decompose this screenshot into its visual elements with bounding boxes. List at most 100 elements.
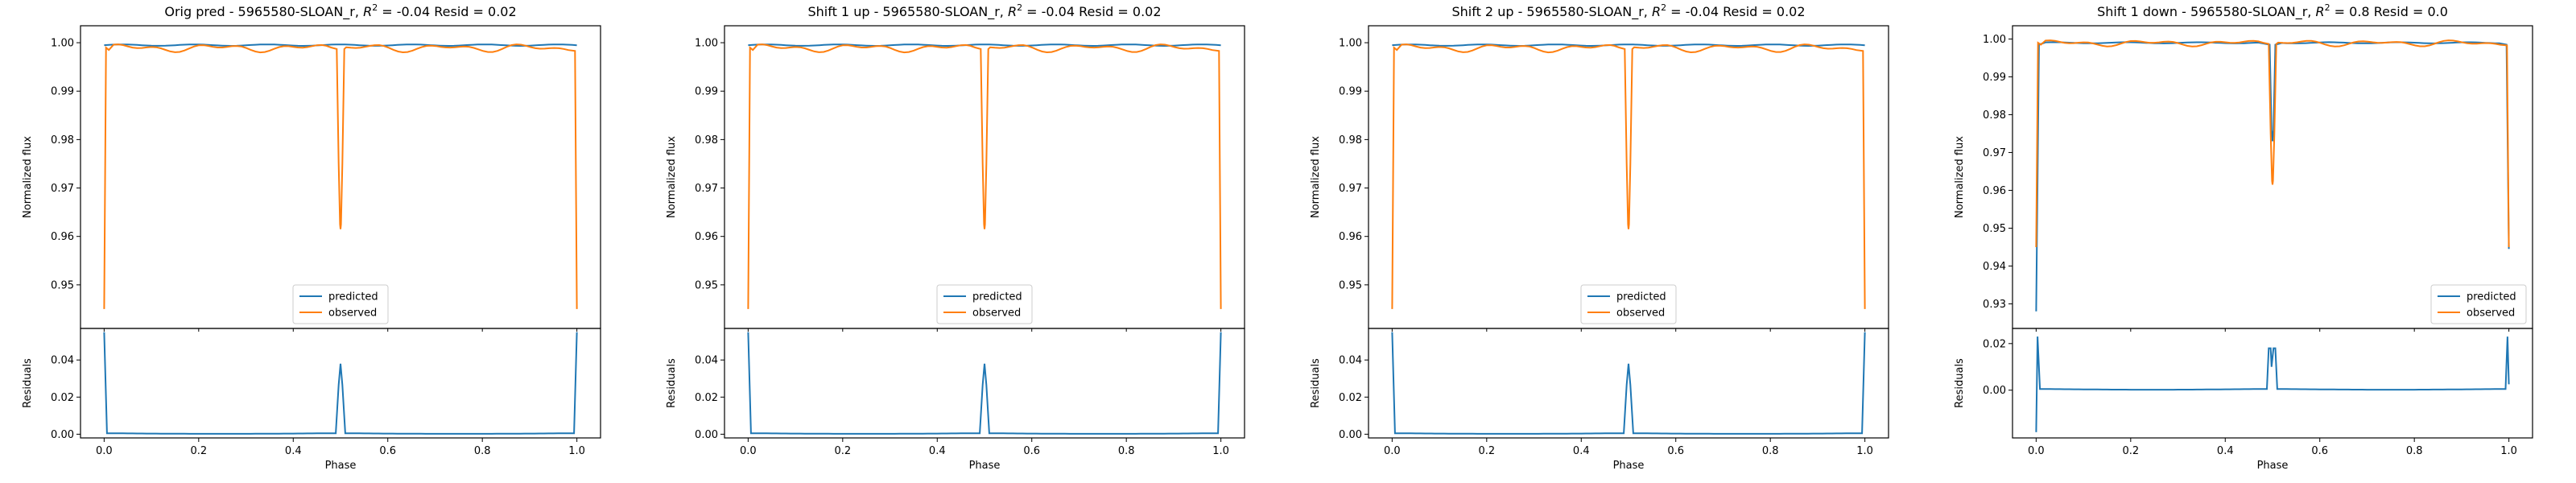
residual-axes-frame (724, 328, 1245, 439)
x-tick-label: 0.8 (1118, 445, 1135, 457)
y-axis-label: Normalized flux (1310, 136, 1322, 218)
y-tick-label: 0.97 (1339, 183, 1362, 195)
legend: predicted observed (1580, 284, 1677, 324)
x-tick-label: 0.2 (190, 445, 207, 457)
series-observed (103, 43, 578, 309)
y-tick-label: 0.97 (51, 183, 74, 195)
resid-y-tick-label: 0.02 (51, 392, 74, 404)
x-tick-label: 0.2 (834, 445, 851, 457)
legend: predicted observed (2430, 284, 2527, 324)
chart-panel-1: Orig pred - 5965580-SLOAN_r, R2 = -0.04 … (22, 2, 601, 472)
legend-label-observed: observed (328, 308, 377, 320)
residual-axes-frame (1368, 328, 1889, 439)
y-tick-label: 0.98 (695, 134, 718, 147)
resid-axis-label: Residuals (666, 358, 678, 408)
legend: predicted observed (292, 284, 389, 324)
x-tick-label: 0.0 (2028, 445, 2045, 457)
y-axis-label: Normalized flux (1954, 136, 1966, 218)
y-tick-label: 1.00 (1983, 34, 2006, 46)
chart-title: Shift 2 up - 5965580-SLOAN_r, R2 = -0.04… (1451, 2, 1805, 20)
y-tick-label: 0.98 (1983, 109, 2006, 122)
legend-label-predicted: predicted (1616, 291, 1666, 303)
x-axis-label: Phase (325, 460, 357, 472)
x-tick-label: 0.0 (1384, 445, 1401, 457)
x-axis-label: Phase (2257, 460, 2289, 472)
series-residuals (1391, 332, 1866, 435)
y-tick-label: 0.95 (1983, 223, 2006, 235)
x-tick-label: 0.8 (2406, 445, 2423, 457)
main-axes-frame (80, 25, 601, 329)
chart-title: Orig pred - 5965580-SLOAN_r, R2 = -0.04 … (164, 2, 516, 20)
y-tick-label: 0.96 (51, 231, 74, 243)
legend-label-observed: observed (972, 308, 1021, 320)
resid-y-tick-label: 0.00 (1983, 385, 2006, 397)
chart-panel-4: Shift 1 down - 5965580-SLOAN_r, R2 = 0.8… (1954, 2, 2533, 472)
x-tick-label: 0.6 (1023, 445, 1040, 457)
legend-box (1580, 284, 1677, 324)
y-tick-label: 0.95 (695, 279, 718, 291)
chart-title: Shift 1 up - 5965580-SLOAN_r, R2 = -0.04… (807, 2, 1161, 20)
resid-y-tick-label: 0.04 (1339, 355, 1362, 367)
y-tick-label: 0.94 (1983, 261, 2006, 273)
y-axis-label: Normalized flux (666, 136, 678, 218)
x-axis-label: Phase (1613, 460, 1645, 472)
x-tick-label: 0.8 (1762, 445, 1779, 457)
y-tick-label: 1.00 (1339, 38, 1362, 50)
resid-y-tick-label: 0.00 (1339, 429, 1362, 441)
y-tick-label: 0.99 (51, 86, 74, 98)
resid-axis-label: Residuals (1954, 358, 1966, 408)
series-predicted (748, 43, 1221, 47)
x-tick-label: 1.0 (1212, 445, 1229, 457)
y-tick-label: 0.98 (51, 134, 74, 147)
residual-axes-frame (80, 328, 601, 439)
y-tick-label: 0.96 (1339, 231, 1362, 243)
series-residuals (103, 332, 578, 435)
main-axes-frame (724, 25, 1245, 329)
series-residuals (747, 332, 1222, 435)
series-residuals (2035, 336, 2510, 432)
series-predicted (104, 43, 577, 47)
y-tick-label: 0.97 (695, 183, 718, 195)
main-axes-frame (1368, 25, 1889, 329)
legend-box (2430, 284, 2527, 324)
x-tick-label: 1.0 (568, 445, 585, 457)
resid-y-tick-label: 0.02 (1339, 392, 1362, 404)
y-tick-label: 1.00 (695, 38, 718, 50)
y-tick-label: 0.99 (1339, 86, 1362, 98)
x-tick-label: 0.0 (740, 445, 757, 457)
series-observed (1391, 43, 1866, 309)
resid-y-tick-label: 0.00 (695, 429, 718, 441)
resid-y-tick-label: 0.04 (695, 355, 718, 367)
x-tick-label: 0.6 (379, 445, 396, 457)
y-tick-label: 0.96 (1983, 185, 2006, 197)
y-tick-label: 0.99 (695, 86, 718, 98)
legend-label-predicted: predicted (2467, 291, 2516, 303)
legend-label-observed: observed (1616, 308, 1665, 320)
series-predicted (2035, 41, 2510, 312)
legend: predicted observed (936, 284, 1033, 324)
x-tick-label: 0.2 (2122, 445, 2139, 457)
resid-y-tick-label: 0.04 (51, 355, 74, 367)
legend-box (936, 284, 1033, 324)
resid-axis-label: Residuals (1310, 358, 1322, 408)
x-tick-label: 0.8 (474, 445, 491, 457)
y-axis-label: Normalized flux (22, 136, 34, 218)
y-tick-label: 0.93 (1983, 299, 2006, 311)
x-tick-label: 0.4 (2217, 445, 2234, 457)
x-tick-label: 0.6 (2311, 445, 2328, 457)
x-tick-label: 0.4 (1573, 445, 1590, 457)
y-tick-label: 0.96 (695, 231, 718, 243)
chart-panel-2: Shift 1 up - 5965580-SLOAN_r, R2 = -0.04… (666, 2, 1245, 472)
resid-y-tick-label: 0.02 (695, 392, 718, 404)
legend-label-observed: observed (2467, 308, 2515, 320)
resid-axis-label: Residuals (22, 358, 34, 408)
legend-box (292, 284, 389, 324)
chart-title: Shift 1 down - 5965580-SLOAN_r, R2 = 0.8… (2097, 2, 2448, 20)
legend-label-predicted: predicted (972, 291, 1022, 303)
x-tick-label: 0.0 (96, 445, 113, 457)
y-tick-label: 0.97 (1983, 147, 2006, 159)
resid-y-tick-label: 0.02 (1983, 338, 2006, 350)
x-tick-label: 1.0 (1856, 445, 1873, 457)
legend-label-predicted: predicted (328, 291, 378, 303)
